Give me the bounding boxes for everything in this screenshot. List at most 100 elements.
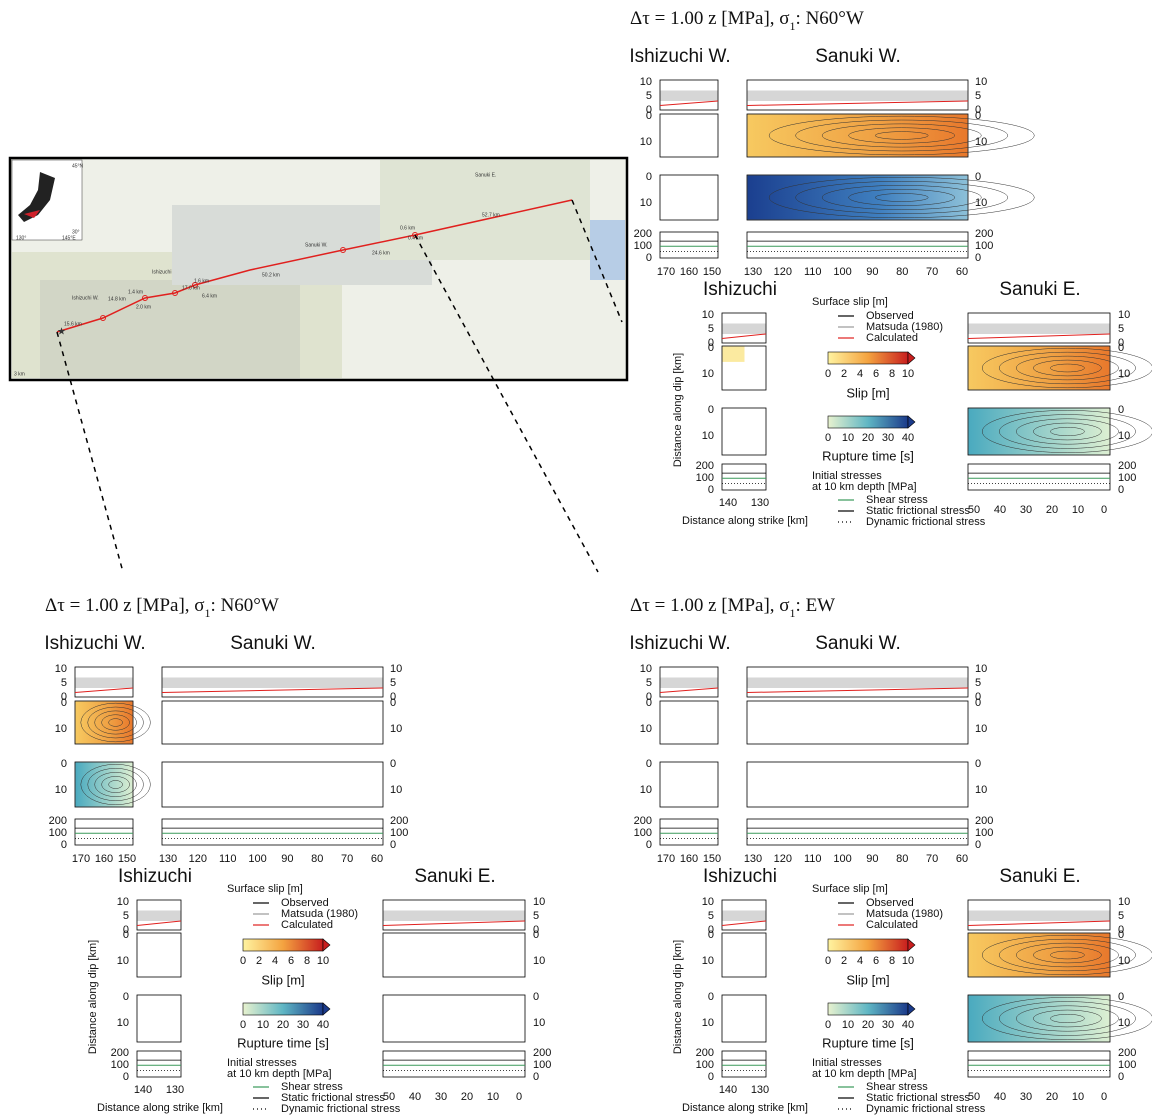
y-tick-label: 5 <box>1118 910 1124 922</box>
y-tick-label: 0 <box>975 171 981 183</box>
y-tick-label: 10 <box>390 663 402 675</box>
y-tick-label: 200 <box>390 815 408 827</box>
matsuda-band <box>76 678 133 689</box>
x-tick-label: 20 <box>461 1091 473 1103</box>
x-tick-label: 130 <box>166 1084 184 1096</box>
y-tick-label: 0 <box>708 342 714 354</box>
y-tick-label: 0 <box>708 991 714 1003</box>
segment-label: Ishizuchi W. <box>44 633 145 654</box>
panel <box>722 933 766 977</box>
y-tick-label: 10 <box>1118 368 1130 380</box>
panel <box>660 701 718 744</box>
colorbar-arrow <box>323 1003 330 1015</box>
y-tick-label: 0 <box>1118 404 1124 416</box>
x-tick-label: 60 <box>956 266 968 278</box>
legend-title: at 10 km depth [MPa] <box>812 481 917 493</box>
legend-label: Dynamic frictional stress <box>866 1103 986 1115</box>
x-tick-label: 70 <box>926 853 938 865</box>
y-tick-label: 0 <box>975 758 981 770</box>
x-tick-label: 120 <box>774 853 792 865</box>
colorbar-arrow <box>908 416 915 428</box>
y-tick-label: 10 <box>640 784 652 796</box>
x-tick-label: 130 <box>751 1084 769 1096</box>
map-label: 2.0 km <box>136 304 151 310</box>
x-tick-label: 80 <box>311 853 323 865</box>
map-label: 24.6 km <box>372 250 390 256</box>
y-tick-label: 10 <box>640 723 652 735</box>
map-label: 45°N <box>72 163 84 169</box>
segment-label: Ishizuchi W. <box>629 46 730 67</box>
y-tick-label: 5 <box>646 677 652 689</box>
panel <box>968 1051 1110 1077</box>
x-tick-label: 20 <box>1046 504 1058 516</box>
y-tick-label: 100 <box>975 240 993 252</box>
colorbar-arrow <box>908 1003 915 1015</box>
y-tick-label: 10 <box>975 784 987 796</box>
map-label: 0.6 km <box>400 225 415 231</box>
colorbar-tick-label: 0 <box>825 368 831 380</box>
y-tick-label: 10 <box>702 368 714 380</box>
subfigure: Δτ = 1.00 z [MPa], σ1: N60°W Ishizuchi W.… <box>44 595 551 1115</box>
colorbar <box>828 416 908 428</box>
x-tick-label: 140 <box>134 1084 152 1096</box>
x-tick-label: 140 <box>719 497 737 509</box>
y-tick-label: 5 <box>708 910 714 922</box>
subfigure-title: Δτ = 1.00 z [MPa], σ1: N60°W <box>45 595 279 619</box>
x-tick-label: 0 <box>516 1091 522 1103</box>
y-tick-label: 0 <box>123 1071 129 1083</box>
y-tick-label: 200 <box>696 1047 714 1059</box>
segment-label: Ishizuchi <box>703 279 777 300</box>
map-label: 50.2 km <box>262 272 280 278</box>
colorbar-tick-label: 30 <box>297 1019 309 1031</box>
map-label: 52.7 km <box>482 212 500 218</box>
map-label: 1.6 km <box>194 278 209 284</box>
y-tick-label: 10 <box>640 76 652 88</box>
map-label: 3 km <box>14 371 25 377</box>
y-tick-label: 0 <box>646 252 652 264</box>
panel <box>137 933 181 977</box>
y-tick-label: 100 <box>1118 1059 1136 1071</box>
x-tick-label: 140 <box>719 1084 737 1096</box>
y-tick-label: 10 <box>975 197 987 209</box>
y-tick-label: 0 <box>123 929 129 941</box>
colorbar-tick-label: 2 <box>841 368 847 380</box>
colorbar <box>243 1003 323 1015</box>
panel-fill <box>723 347 745 362</box>
x-tick-label: 70 <box>341 853 353 865</box>
y-tick-label: 10 <box>55 723 67 735</box>
panel <box>747 762 968 807</box>
y-tick-label: 10 <box>640 197 652 209</box>
x-axis-label: Distance along strike [km] <box>682 515 808 527</box>
segment-label: Sanuki E. <box>999 866 1080 887</box>
panel <box>660 114 718 157</box>
map-label: 6.4 km <box>202 293 217 299</box>
y-tick-label: 10 <box>390 784 402 796</box>
x-tick-label: 80 <box>896 266 908 278</box>
x-tick-label: 150 <box>703 853 721 865</box>
y-axis-label: Distance along dip [km] <box>87 940 99 1054</box>
y-tick-label: 0 <box>61 758 67 770</box>
colorbar-tick-label: 6 <box>288 955 294 967</box>
x-tick-label: 100 <box>833 853 851 865</box>
y-tick-label: 0 <box>708 404 714 416</box>
page: ★ 45°N30°130°145°ESanuki E.52.7 km0.6 km… <box>0 0 1152 1117</box>
y-tick-label: 0 <box>123 991 129 1003</box>
segment-label: Sanuki E. <box>999 279 1080 300</box>
y-tick-label: 10 <box>702 1017 714 1029</box>
y-tick-label: 0 <box>1118 929 1124 941</box>
colorbar-tick-label: 30 <box>882 1019 894 1031</box>
y-tick-label: 10 <box>1118 430 1130 442</box>
y-tick-label: 10 <box>1118 955 1130 967</box>
x-tick-label: 130 <box>159 853 177 865</box>
panel <box>660 175 718 220</box>
y-tick-label: 0 <box>975 839 981 851</box>
y-tick-label: 10 <box>533 1017 545 1029</box>
y-tick-label: 0 <box>708 929 714 941</box>
panel <box>747 232 968 258</box>
y-tick-label: 100 <box>634 240 652 252</box>
panel <box>137 995 181 1042</box>
y-tick-label: 0 <box>390 697 396 709</box>
matsuda-band <box>138 911 181 922</box>
matsuda-band <box>748 91 968 102</box>
y-tick-label: 200 <box>533 1047 551 1059</box>
